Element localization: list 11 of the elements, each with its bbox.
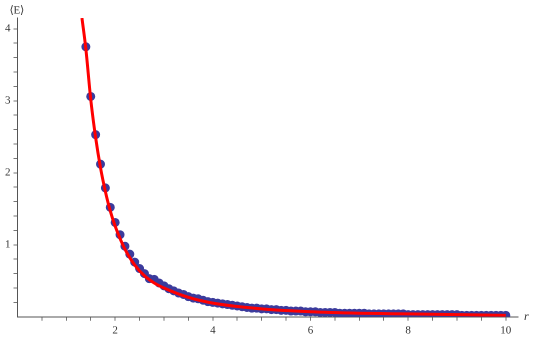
x-tick-label: 10 — [500, 324, 512, 336]
y-tick-label: 1 — [5, 238, 10, 251]
y-tick-label: 4 — [5, 22, 11, 35]
y-tick-label: 3 — [5, 94, 11, 107]
x-axis-title: r — [524, 308, 529, 323]
x-tick-label: 4 — [210, 324, 216, 336]
x-tick-label: 2 — [112, 324, 118, 336]
y-axis-title: ⟨E⟩ — [10, 4, 24, 16]
x-tick-label: 8 — [405, 324, 412, 336]
y-tick-label: 2 — [5, 166, 10, 179]
x-tick-label: 6 — [308, 324, 314, 336]
